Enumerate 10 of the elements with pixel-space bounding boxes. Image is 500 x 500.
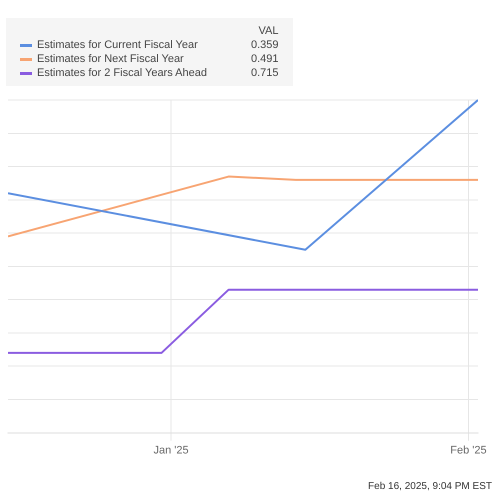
x-tick-label: Feb '25	[450, 444, 487, 456]
legend-title: VAL	[258, 24, 280, 38]
legend-label: Estimates for 2 Fiscal Years Ahead	[36, 66, 208, 80]
text: 0.715	[250, 66, 280, 80]
legend-label: Estimates for Current Fiscal Year	[36, 38, 199, 52]
text: Feb 16, 2025, 9:04 PM EST	[368, 481, 492, 492]
text: 0.359	[250, 38, 280, 52]
x-tick-label: Jan '25	[153, 444, 189, 456]
text: 0.491	[250, 52, 280, 66]
legend-label: Estimates for Next Fiscal Year	[36, 52, 185, 66]
